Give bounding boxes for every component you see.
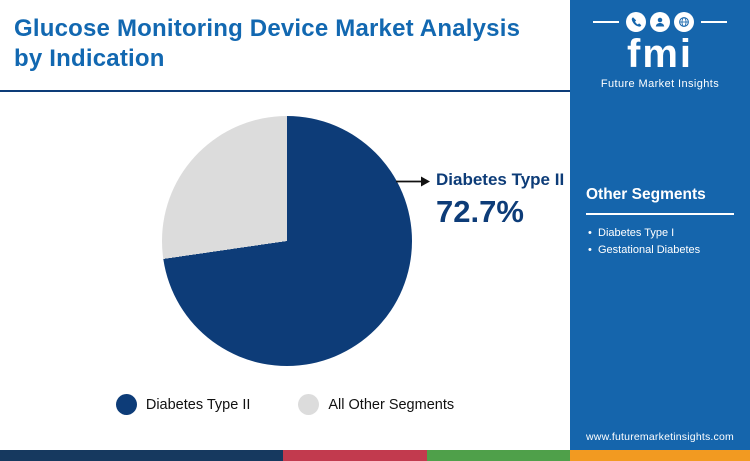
website-link[interactable]: www.futuremarketinsights.com	[586, 431, 734, 443]
footer-stripe	[0, 450, 283, 461]
support-agent-icon	[650, 12, 670, 32]
footer-stripe	[426, 450, 570, 461]
logo-right-line	[701, 21, 727, 23]
globe-icon	[674, 12, 694, 32]
footer-stripe	[282, 450, 427, 461]
footer-stripes	[0, 450, 750, 461]
page-title: Glucose Monitoring Device Market Analysi…	[14, 15, 521, 73]
other-segments-section: Other Segments Diabetes Type IGestationa…	[570, 186, 750, 259]
footer-stripe	[570, 450, 750, 461]
brand-name: fmi	[627, 32, 693, 76]
logo-left-line	[593, 21, 619, 23]
brand-icons-row	[570, 12, 750, 32]
title-divider	[0, 90, 570, 92]
legend-item-all-other-segments: All Other Segments	[298, 394, 454, 415]
phone-icon	[626, 12, 646, 32]
annotation-text: Diabetes Type II 72.7%	[436, 170, 564, 230]
header: Glucose Monitoring Device Market Analysi…	[0, 0, 570, 75]
annotation-arrow-icon	[396, 176, 430, 187]
annotation-label: Diabetes Type II	[436, 170, 565, 189]
legend-label: Diabetes Type II	[145, 396, 251, 413]
annotation-value: 72.7%	[436, 194, 524, 229]
legend-swatch-all-other-segments	[298, 394, 320, 415]
brand-tagline: Future Market Insights	[600, 78, 720, 90]
other-segments-item: Gestational Diabetes	[586, 242, 734, 259]
pie-annotation: Diabetes Type II 72.7%	[396, 170, 564, 230]
legend-swatch-diabetes-type-ii	[115, 394, 137, 415]
fmi-logo: fmi Future Market Insights	[570, 0, 750, 90]
other-segments-heading: Other Segments	[586, 186, 734, 215]
pie-chart	[162, 116, 412, 366]
legend-label: All Other Segments	[328, 396, 455, 413]
legend-item-diabetes-type-ii: Diabetes Type II	[115, 394, 251, 415]
other-segments-list: Diabetes Type IGestational Diabetes	[586, 225, 734, 259]
chart-panel: Glucose Monitoring Device Market Analysi…	[0, 0, 570, 415]
other-segments-item: Diabetes Type I	[586, 225, 734, 242]
sidebar: fmi Future Market Insights Other Segment…	[570, 0, 750, 450]
chart-legend: Diabetes Type II All Other Segments	[0, 394, 570, 415]
